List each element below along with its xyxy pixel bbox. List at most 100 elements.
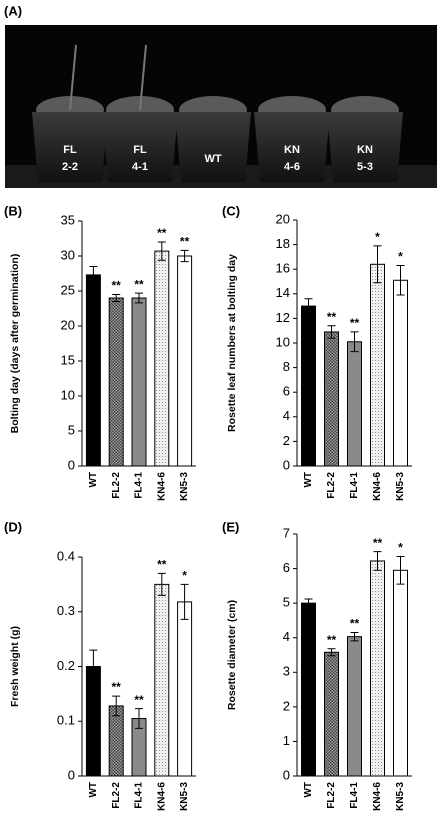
- bar: [324, 331, 339, 467]
- x-tick-label: FL4-1: [134, 782, 145, 809]
- x-tick-label: KN4-6: [156, 782, 167, 811]
- pot: [327, 112, 403, 182]
- bolt-stem: [139, 44, 147, 111]
- bar: [301, 602, 316, 777]
- y-tick-label: 0: [68, 767, 75, 782]
- pot-label: 5-3: [357, 161, 373, 173]
- y-tick-label: 0: [68, 457, 75, 472]
- significance: **: [157, 558, 167, 572]
- error-bar: [373, 245, 382, 284]
- y-tick-label: 0: [283, 457, 290, 472]
- significance: **: [327, 633, 337, 647]
- error-bar: [157, 241, 166, 261]
- bar: [85, 274, 101, 467]
- bar: [393, 279, 408, 467]
- pot-label: FL: [133, 144, 147, 156]
- error-bar: [304, 298, 313, 314]
- panel-label: (D): [4, 519, 22, 534]
- error-bar: [327, 648, 336, 657]
- pot: [254, 112, 330, 182]
- x-tick-label: KN4-6: [372, 782, 383, 811]
- bar: [177, 255, 193, 467]
- y-tick-label: 16: [276, 261, 290, 276]
- x-tick-label: FL4-1: [134, 472, 145, 499]
- y-axis-label: Rosette leaf numbers at bolting day: [226, 254, 238, 432]
- significance: **: [327, 310, 337, 324]
- y-tick-label: 3: [283, 664, 290, 679]
- error-bar: [89, 266, 98, 284]
- error-bar: [180, 249, 189, 263]
- pot: [32, 112, 108, 182]
- y-tick-label: 10: [276, 334, 290, 349]
- panel-label: (C): [222, 203, 240, 218]
- bar: [393, 569, 408, 777]
- error-bar: [327, 325, 336, 339]
- significance: **: [134, 693, 144, 707]
- y-tick-label: 4: [283, 408, 290, 423]
- x-tick-label: KN4-6: [372, 472, 383, 501]
- pot-label: WT: [204, 153, 221, 165]
- bar: [154, 583, 170, 777]
- bar: [301, 305, 316, 467]
- error-bar: [112, 294, 121, 302]
- x-tick-label: KN5-3: [395, 472, 406, 501]
- y-tick-label: 20: [276, 211, 290, 226]
- y-tick-label: 4: [283, 629, 290, 644]
- pot-label: 2-2: [62, 161, 78, 173]
- panel-label: (A): [4, 3, 22, 18]
- significance: *: [182, 569, 187, 583]
- bar: [177, 601, 193, 777]
- pot-label: KN: [357, 144, 373, 156]
- pot-label: KN: [284, 144, 300, 156]
- y-tick-label: 25: [61, 282, 75, 297]
- x-tick-label: WT: [88, 472, 99, 488]
- error-bar: [135, 292, 143, 304]
- pot-label: FL: [63, 144, 77, 156]
- bar: [347, 341, 362, 467]
- significance: **: [112, 680, 122, 694]
- error-bar: [89, 649, 98, 684]
- y-axis-label: Rosette diameter (cm): [226, 600, 238, 710]
- y-tick-label: 30: [61, 247, 75, 262]
- bolt-stem: [69, 44, 77, 111]
- y-tick-label: 35: [61, 212, 75, 227]
- y-tick-label: 1: [283, 733, 290, 748]
- bar: [131, 297, 147, 467]
- x-tick-label: KN5-3: [179, 472, 190, 501]
- significance: **: [112, 279, 122, 293]
- error-bar: [350, 632, 359, 642]
- y-axis-label: Fresh weight (g): [9, 626, 21, 707]
- error-bar: [157, 572, 166, 596]
- significance: **: [157, 226, 167, 240]
- pot-label: 4-1: [132, 161, 148, 173]
- significance: **: [350, 617, 360, 631]
- bar: [370, 560, 385, 777]
- y-tick-label: 0: [283, 767, 290, 782]
- bar: [370, 263, 385, 467]
- significance: *: [375, 230, 380, 244]
- pot: [175, 112, 251, 182]
- x-tick-label: KN5-3: [179, 782, 190, 811]
- bar: [108, 297, 124, 467]
- y-tick-label: 0.1: [57, 713, 75, 728]
- y-tick-label: 8: [283, 359, 290, 374]
- y-tick-label: 6: [283, 560, 290, 575]
- x-tick-label: KN4-6: [156, 472, 167, 501]
- bar: [347, 636, 362, 777]
- y-tick-label: 14: [276, 285, 290, 300]
- bar: [154, 250, 170, 467]
- y-tick-label: 20: [61, 317, 75, 332]
- y-tick-label: 2: [283, 433, 290, 448]
- bar: [324, 651, 339, 777]
- error-bar: [304, 598, 313, 608]
- panel-label: (E): [222, 519, 239, 534]
- significance: **: [180, 235, 190, 249]
- y-tick-label: 2: [283, 698, 290, 713]
- pot-label: 4-6: [284, 161, 300, 173]
- x-tick-label: WT: [303, 472, 314, 488]
- x-tick-label: FL4-1: [349, 472, 360, 499]
- x-tick-label: FL4-1: [349, 782, 360, 809]
- bar: [108, 705, 124, 777]
- significance: **: [350, 316, 360, 330]
- significance: **: [373, 536, 383, 550]
